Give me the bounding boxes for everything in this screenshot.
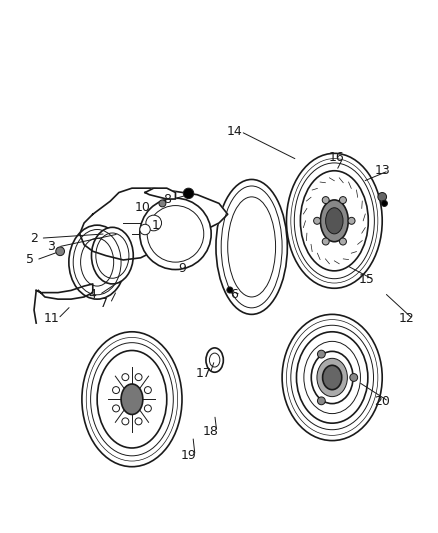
Circle shape: [135, 418, 142, 425]
Circle shape: [322, 197, 329, 204]
Circle shape: [227, 287, 233, 293]
Text: 1: 1: [152, 219, 160, 232]
Text: 15: 15: [359, 273, 375, 286]
Circle shape: [146, 215, 162, 231]
Text: 8: 8: [163, 192, 171, 206]
Circle shape: [145, 386, 152, 393]
Ellipse shape: [311, 351, 353, 403]
Ellipse shape: [282, 314, 382, 441]
Ellipse shape: [297, 332, 368, 423]
Text: 20: 20: [374, 395, 390, 408]
Circle shape: [314, 217, 321, 224]
Text: 19: 19: [180, 449, 196, 462]
Text: 5: 5: [26, 254, 34, 266]
Ellipse shape: [216, 180, 287, 314]
Circle shape: [140, 224, 150, 235]
Circle shape: [184, 188, 194, 199]
Text: 6: 6: [230, 288, 238, 301]
Text: 18: 18: [202, 425, 218, 438]
Circle shape: [322, 238, 329, 245]
Circle shape: [348, 217, 355, 224]
Circle shape: [339, 238, 346, 245]
Circle shape: [145, 405, 152, 412]
Text: 16: 16: [328, 151, 344, 164]
Circle shape: [122, 374, 129, 381]
Text: 11: 11: [43, 312, 59, 325]
Circle shape: [350, 374, 358, 382]
Ellipse shape: [206, 348, 223, 372]
Ellipse shape: [92, 228, 133, 284]
Text: 17: 17: [196, 367, 212, 379]
Ellipse shape: [82, 332, 182, 467]
Circle shape: [318, 350, 325, 358]
Text: 7: 7: [100, 297, 108, 310]
Ellipse shape: [69, 225, 125, 299]
Ellipse shape: [321, 200, 348, 241]
Text: 13: 13: [374, 164, 390, 177]
Circle shape: [135, 374, 142, 381]
Polygon shape: [80, 188, 228, 260]
Ellipse shape: [325, 208, 343, 234]
Text: 3: 3: [47, 240, 55, 253]
Ellipse shape: [140, 198, 211, 270]
Circle shape: [381, 200, 388, 206]
Circle shape: [318, 397, 325, 405]
Ellipse shape: [317, 358, 347, 397]
Circle shape: [122, 418, 129, 425]
Polygon shape: [145, 188, 176, 199]
Ellipse shape: [121, 384, 143, 415]
Circle shape: [378, 192, 387, 201]
Text: 9: 9: [178, 262, 186, 275]
Text: 12: 12: [398, 312, 414, 325]
Text: 10: 10: [135, 201, 151, 214]
Circle shape: [113, 386, 120, 393]
Text: 2: 2: [30, 232, 38, 245]
Text: 4: 4: [89, 288, 97, 301]
Ellipse shape: [97, 351, 167, 448]
Circle shape: [159, 200, 166, 207]
Text: 14: 14: [226, 125, 242, 138]
Ellipse shape: [300, 171, 368, 271]
Ellipse shape: [322, 365, 342, 390]
Ellipse shape: [286, 154, 382, 288]
Circle shape: [339, 197, 346, 204]
Circle shape: [56, 247, 64, 256]
Circle shape: [113, 405, 120, 412]
